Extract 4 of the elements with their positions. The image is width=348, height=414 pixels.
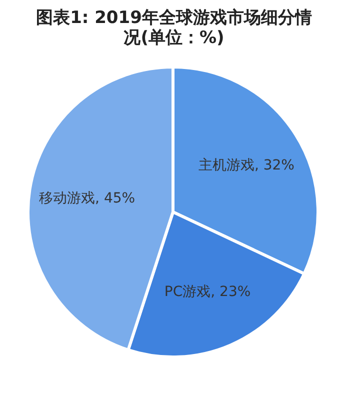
- chart-title: 图表1: 2019年全球游戏市场细分情况(单位：%): [35, 8, 313, 48]
- slice-label: 移动游戏, 45%: [39, 190, 136, 206]
- slice-label: 主机游戏, 32%: [198, 157, 294, 174]
- slice-label: PC游戏, 23%: [164, 284, 251, 300]
